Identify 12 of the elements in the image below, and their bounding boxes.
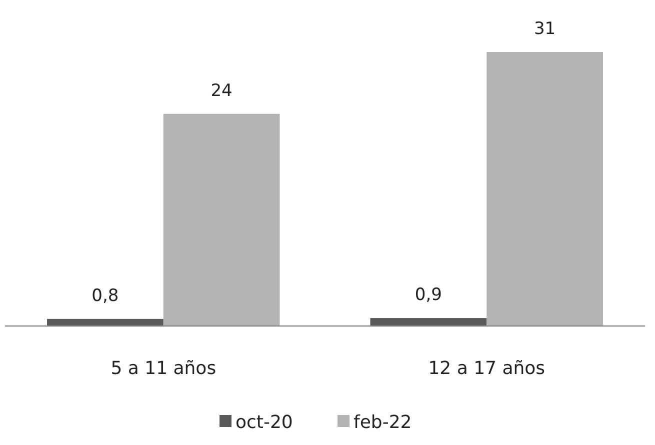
x-tick-label: 12 a 17 años (428, 358, 546, 379)
bar (370, 318, 487, 326)
bar (486, 52, 603, 326)
data-label: 31 (534, 19, 556, 39)
x-tick-label: 5 a 11 años (110, 358, 216, 379)
bar (163, 114, 280, 326)
data-label: 0,9 (414, 285, 442, 306)
data-label: 0,8 (92, 286, 119, 306)
data-label: 24 (210, 80, 232, 101)
legend-label: feb-22 (354, 412, 412, 433)
legend-label: oct-20 (236, 412, 293, 433)
bar (47, 318, 164, 326)
